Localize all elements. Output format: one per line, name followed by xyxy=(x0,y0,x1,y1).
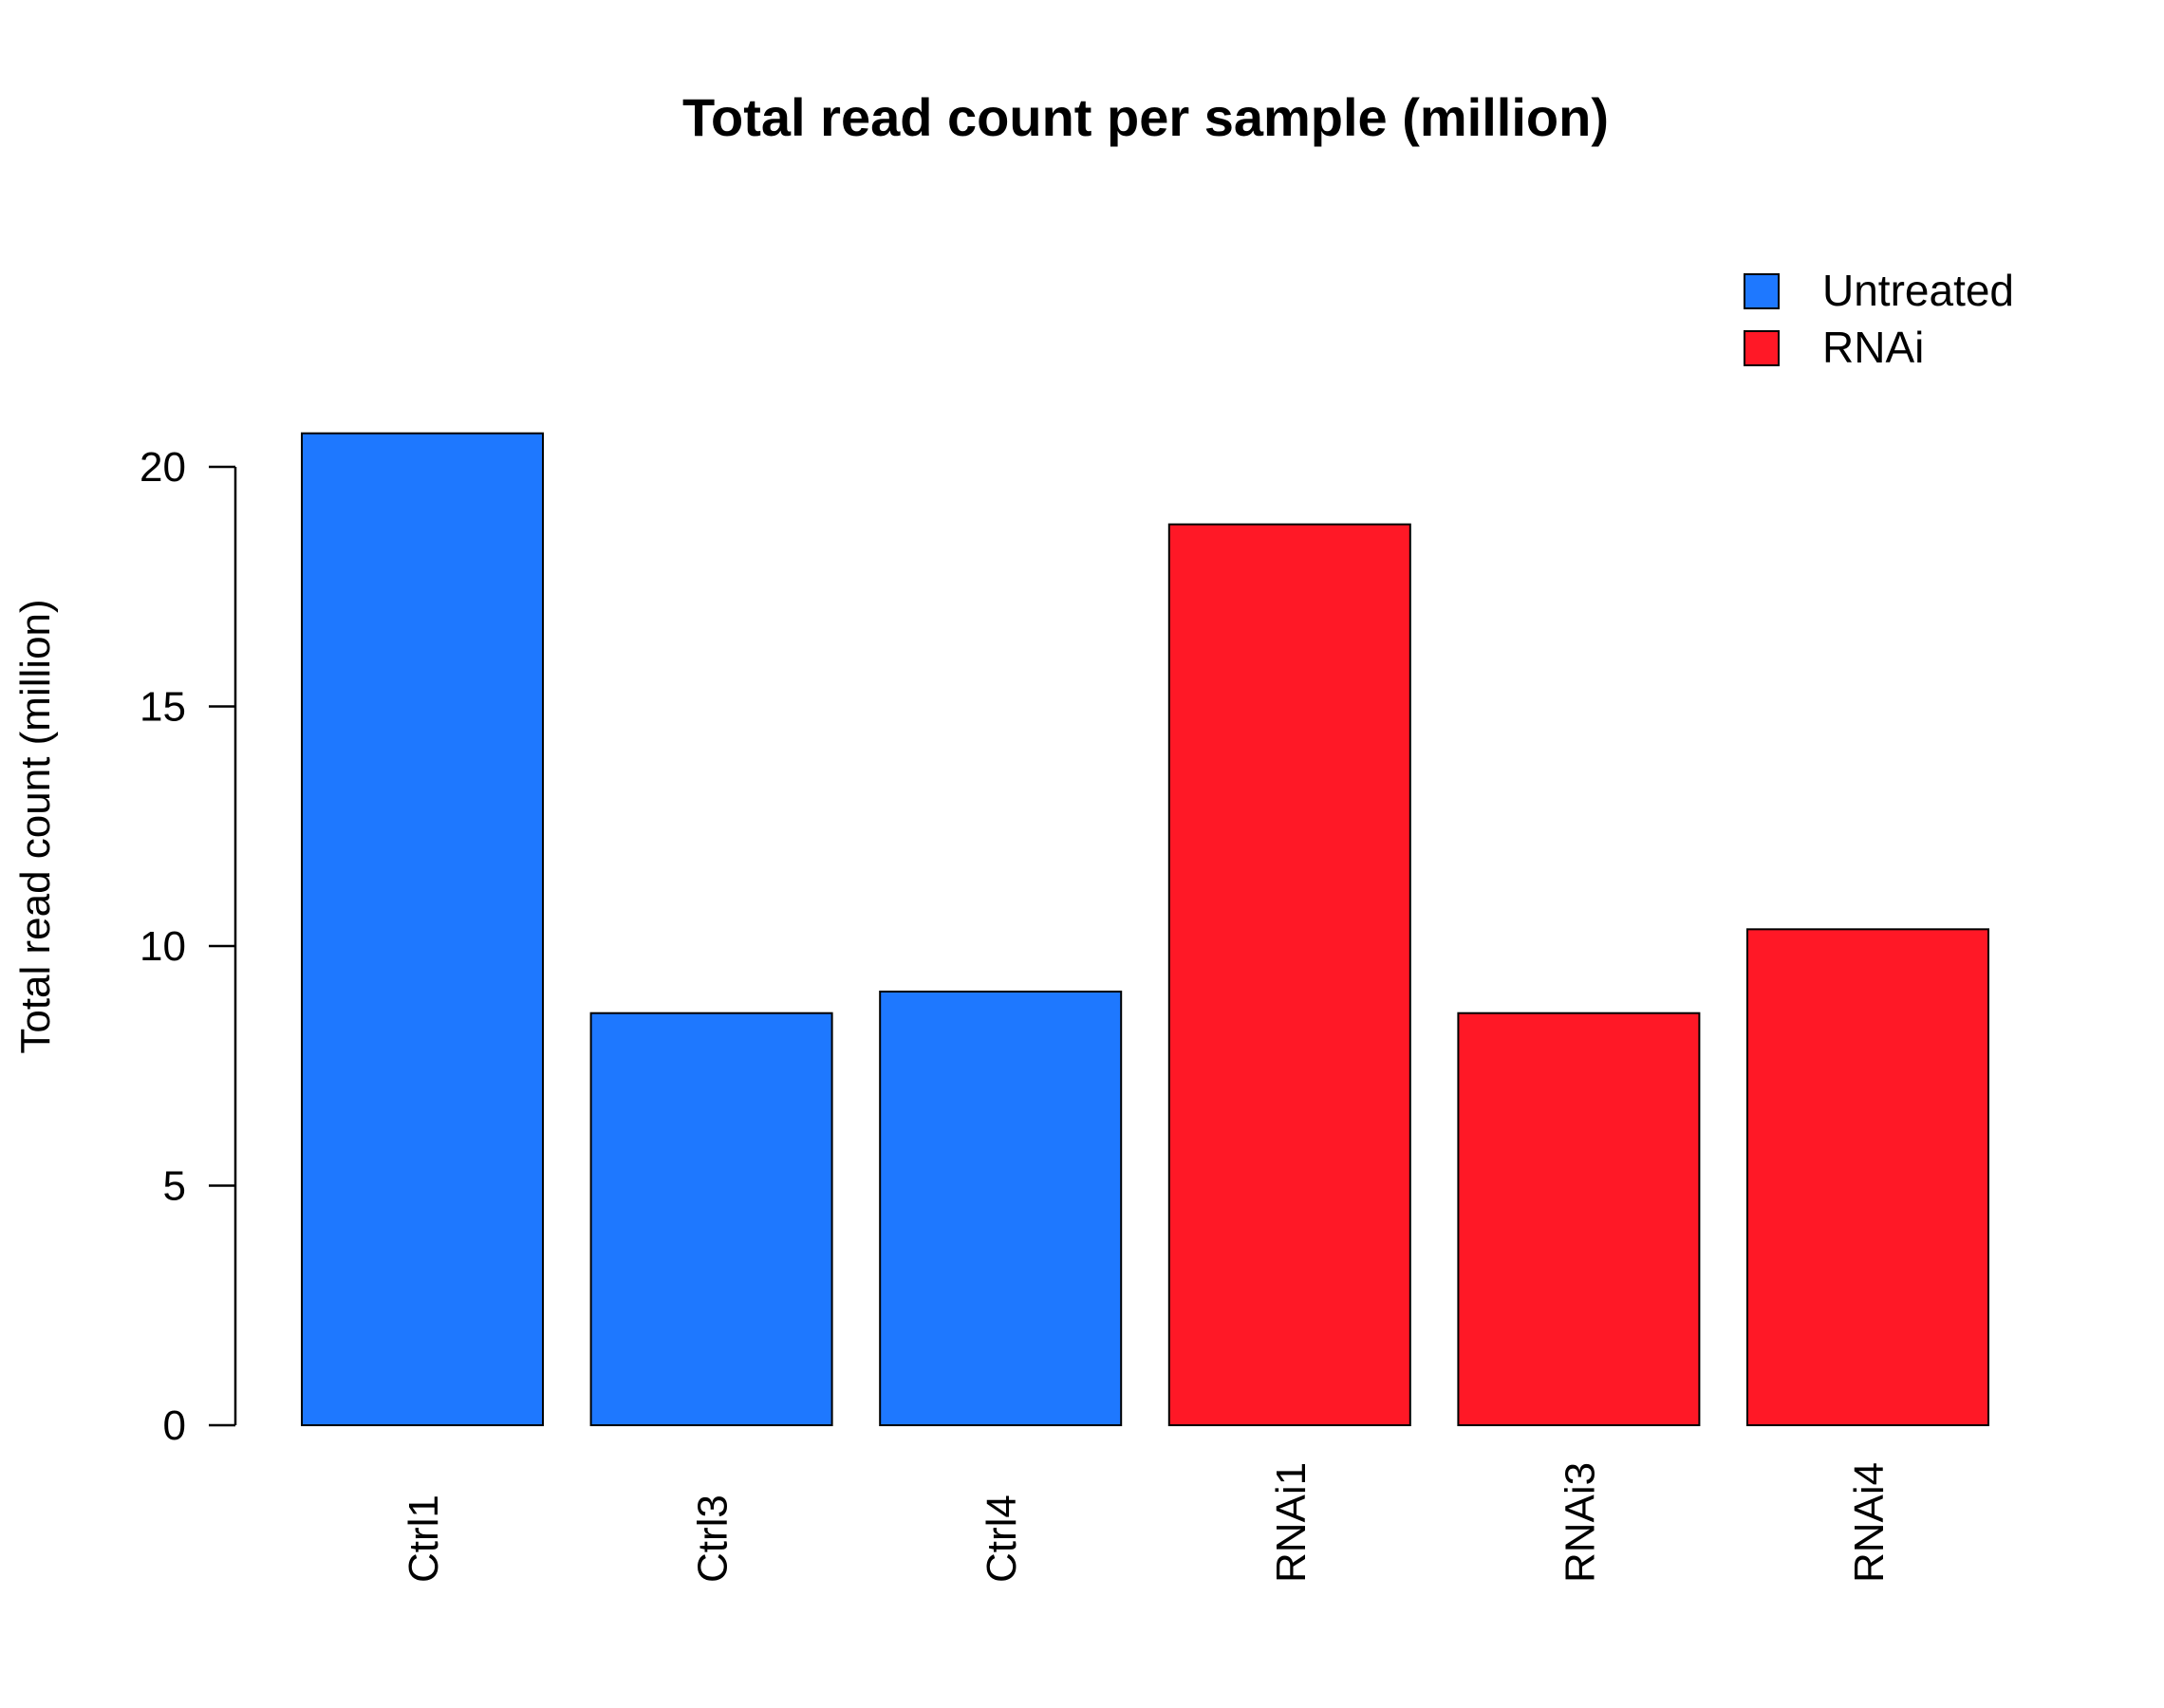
legend: Untreated RNAi xyxy=(1744,266,2014,372)
bar-ctrl3 xyxy=(589,1012,833,1426)
legend-label: RNAi xyxy=(1822,323,1924,372)
bars xyxy=(301,432,1989,1426)
bar-rnai4 xyxy=(1746,928,1989,1426)
y-tick-label: 15 xyxy=(140,684,186,731)
y-axis: 0 5 10 15 20 xyxy=(140,444,237,1449)
x-tick-label: Ctrl3 xyxy=(690,1494,737,1583)
x-tick-label: RNAi1 xyxy=(1268,1462,1315,1583)
legend-swatch xyxy=(1744,330,1780,366)
y-tick-label: 10 xyxy=(140,923,186,970)
x-tick-label: Ctrl4 xyxy=(979,1494,1025,1583)
legend-swatch xyxy=(1744,273,1780,309)
y-tick-label: 0 xyxy=(163,1402,186,1449)
y-axis-label: Total read count (million) xyxy=(12,599,59,1053)
x-tick-label: RNAi4 xyxy=(1846,1462,1893,1583)
x-axis-labels: Ctrl1 Ctrl3 Ctrl4 RNAi1 RNAi3 RNAi4 xyxy=(401,1462,1893,1583)
legend-label: Untreated xyxy=(1822,266,2014,315)
bar-rnai1 xyxy=(1167,523,1411,1426)
chart-title: Total read count per sample (million) xyxy=(682,87,1609,147)
bar-ctrl4 xyxy=(879,990,1123,1426)
y-tick-label: 20 xyxy=(140,444,186,491)
x-tick-label: Ctrl1 xyxy=(401,1494,447,1583)
y-tick-label: 5 xyxy=(163,1163,186,1210)
x-tick-label: RNAi3 xyxy=(1557,1462,1603,1583)
bar-ctrl1 xyxy=(301,432,544,1426)
bar-rnai3 xyxy=(1457,1012,1701,1426)
